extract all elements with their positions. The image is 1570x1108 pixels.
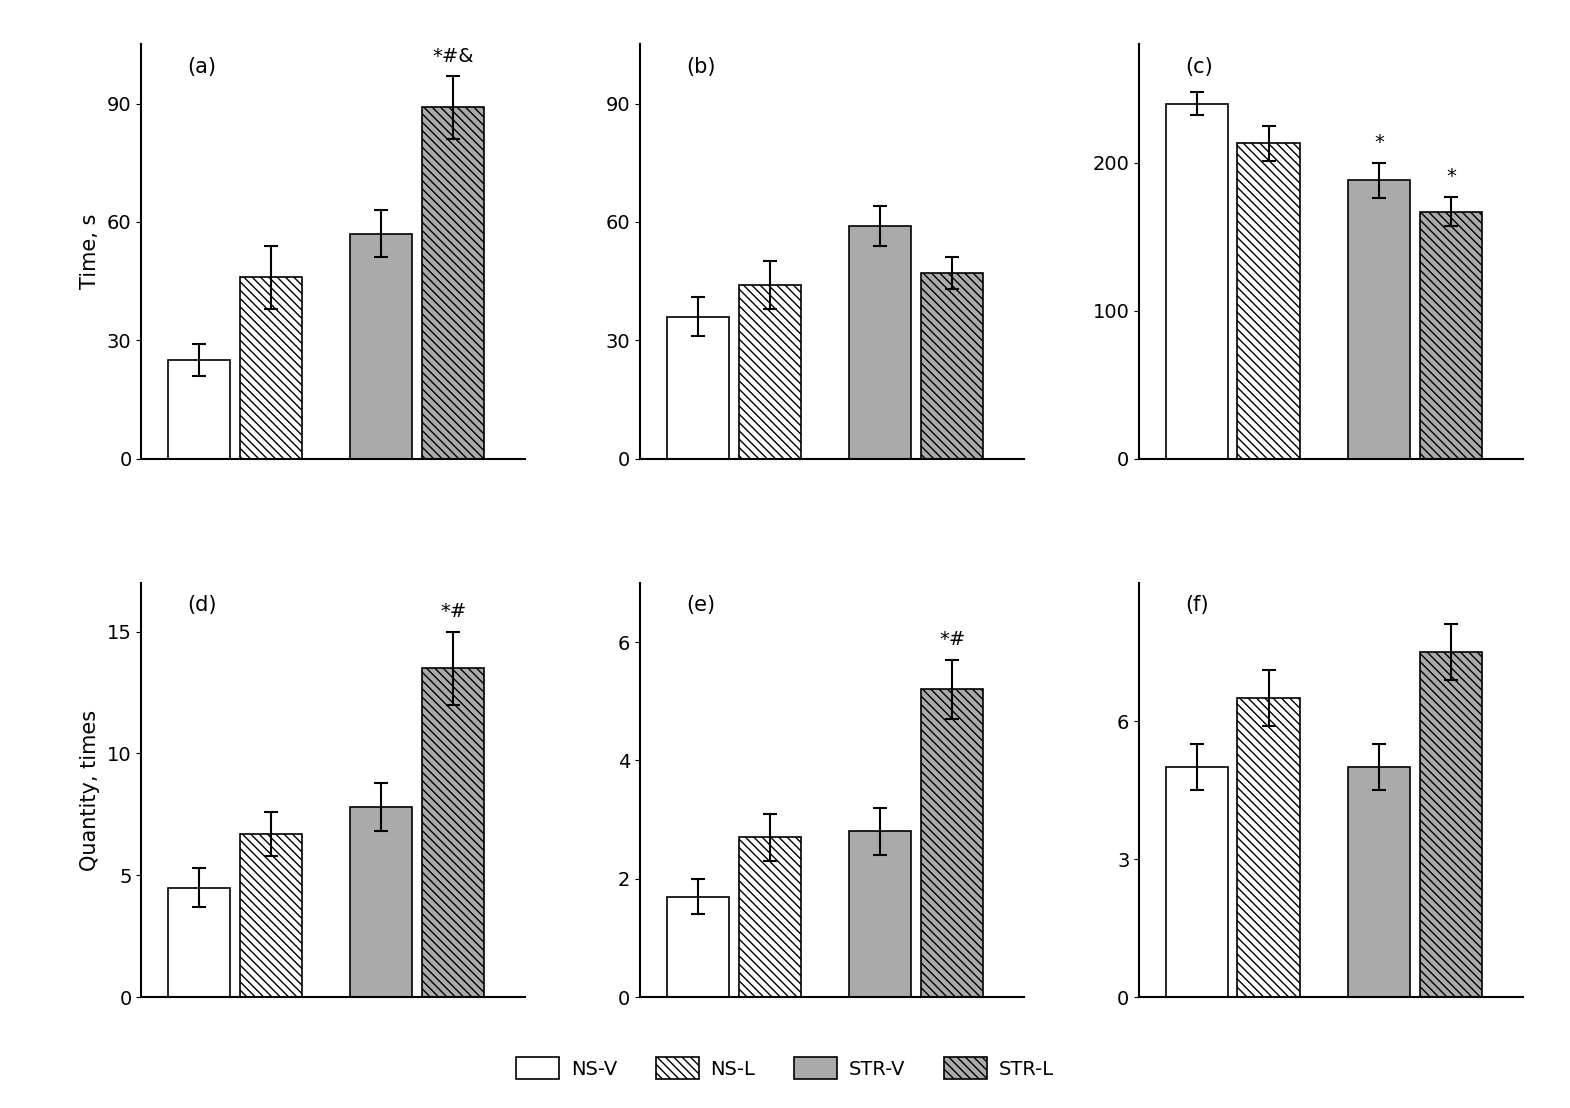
Text: (a): (a) [187, 57, 217, 76]
Text: *#: *# [440, 603, 466, 622]
Bar [849, 226, 911, 459]
Text: (d): (d) [187, 595, 217, 615]
Bar [922, 274, 983, 459]
Bar [738, 838, 801, 997]
Bar [240, 834, 301, 997]
Bar [168, 888, 231, 997]
Bar [422, 668, 484, 997]
Text: *#&: *#& [432, 47, 474, 65]
Bar [1419, 212, 1482, 459]
Bar [738, 285, 801, 459]
Text: (b): (b) [686, 57, 716, 76]
Bar [168, 360, 231, 459]
Text: (c): (c) [1185, 57, 1214, 76]
Bar [350, 234, 413, 459]
Bar [1347, 767, 1410, 997]
Bar [849, 831, 911, 997]
Legend: NS-V, NS-L, STR-V, STR-L: NS-V, NS-L, STR-V, STR-L [509, 1049, 1061, 1087]
Bar [1237, 698, 1300, 997]
Text: *#: *# [939, 630, 966, 649]
Bar [1237, 143, 1300, 459]
Text: (e): (e) [686, 595, 716, 615]
Bar [667, 896, 728, 997]
Bar [240, 277, 301, 459]
Y-axis label: Quantity, times: Quantity, times [80, 709, 100, 871]
Bar [922, 689, 983, 997]
Bar [422, 107, 484, 459]
Text: *: * [1374, 133, 1383, 152]
Bar [1165, 767, 1228, 997]
Bar [1419, 652, 1482, 997]
Bar [667, 317, 728, 459]
Bar [1347, 181, 1410, 459]
Bar [350, 807, 413, 997]
Y-axis label: Time, s: Time, s [80, 214, 100, 289]
Text: (f): (f) [1185, 595, 1209, 615]
Text: *: * [1446, 167, 1455, 186]
Bar [1165, 103, 1228, 459]
